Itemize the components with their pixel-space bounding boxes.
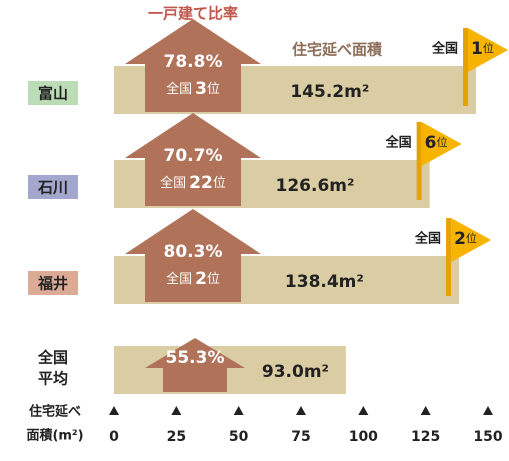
value-label: 93.0m² [262,362,329,382]
tick-mark [483,406,493,415]
rank-number: 6 [425,133,437,153]
rank-suffix: 位 [207,272,220,287]
category-label: 富山 [38,85,68,103]
area-rank: 2位 [454,229,477,249]
x-tick-label: 25 [167,429,186,445]
tick-mark [233,406,244,415]
flag-pole [446,218,452,296]
ratio-label: 80.3% [164,242,223,262]
flag [468,28,509,72]
tick-mark [171,406,182,415]
area-rank: 1位 [471,39,494,59]
value-label: 126.6m² [276,176,355,196]
rank-number: 1 [471,39,483,59]
house [125,113,261,206]
x-tick-label: 0 [109,429,119,445]
area-rank: 6位 [425,133,448,153]
category-box [28,81,78,105]
x-tick-label: 100 [349,429,378,445]
house [125,19,261,112]
ratio-rank: 全国 3位 [166,79,220,99]
x-axis-label: 面積(m²) [26,428,83,444]
rank-number: 2 [454,229,466,249]
rank-suffix: 位 [466,231,477,245]
x-tick-label: 125 [411,429,440,445]
ratio-rank: 全国 2位 [166,269,220,289]
flag-pole [463,28,469,106]
category-label: 全国 [37,349,68,367]
rank-prefix: 全国 [431,41,458,57]
rank-number: 2 [195,269,207,289]
rank-suffix: 位 [436,135,447,149]
category-label: 石川 [37,179,68,197]
rank-suffix: 位 [213,176,226,191]
rank-prefix: 全国 [385,135,412,151]
x-tick-label: 50 [229,429,249,445]
series-name: 住宅延べ面積 [292,41,383,59]
rank-number: 3 [195,79,207,99]
x-tick-label: 75 [291,429,310,445]
value-label: 145.2m² [290,82,369,102]
series-name: 一戸建て比率 [148,5,238,23]
ratio-label: 55.3% [166,348,225,368]
category-box [28,175,78,199]
rank-suffix: 位 [483,41,494,55]
category-box [28,271,78,295]
rank-suffix: 位 [207,82,220,97]
tick-mark [420,406,431,415]
ratio-label: 78.8% [164,52,223,72]
bar [114,346,346,394]
rank-prefix: 全国 [166,271,192,287]
rank-prefix: 全国 [414,231,441,247]
rank-number: 22 [189,173,213,193]
x-tick-label: 150 [473,429,502,445]
ratio-label: 70.7% [164,146,223,166]
flag [421,122,462,166]
house [145,338,245,392]
tick-mark [296,406,306,415]
category-label: 福井 [37,275,68,293]
flag-pole [416,122,422,200]
tick-mark [109,406,119,415]
rank-prefix: 全国 [166,81,192,97]
rank-prefix: 全国 [160,175,186,191]
ratio-rank: 全国 22位 [160,173,226,193]
x-axis-label: 住宅延べ [29,404,81,420]
category-label: 平均 [38,370,68,388]
house [125,209,261,302]
tick-mark [358,406,369,415]
value-label: 138.4m² [285,272,364,292]
flag [451,218,492,262]
